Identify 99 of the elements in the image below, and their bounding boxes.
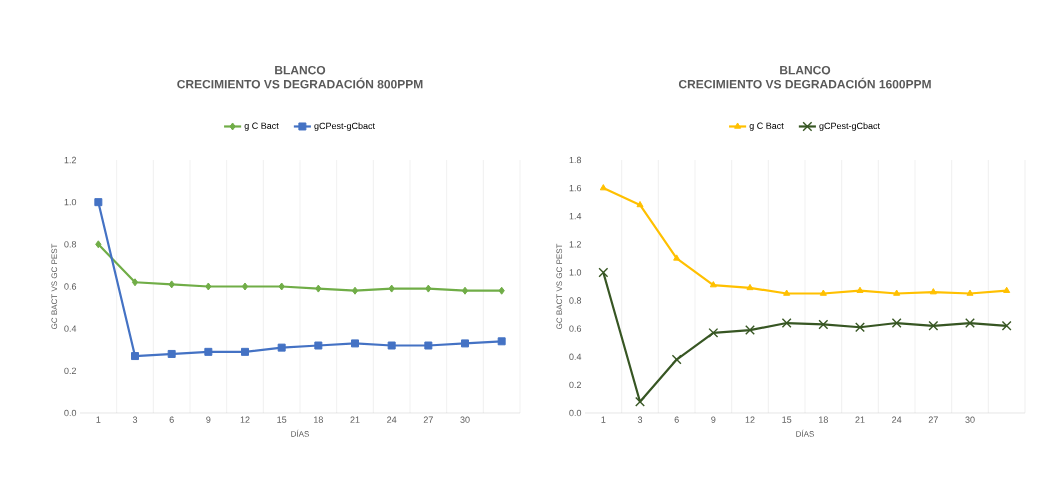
x-tick-label: 3 xyxy=(637,416,643,423)
x-tick-label: 12 xyxy=(745,416,755,423)
point xyxy=(745,325,755,335)
legend-label: g C Bact xyxy=(749,122,784,131)
x-tick-label: 9 xyxy=(206,416,211,423)
point xyxy=(351,286,359,295)
legend-label: gCPest-gCbact xyxy=(819,122,880,131)
point xyxy=(709,281,717,288)
point xyxy=(95,240,102,249)
x-tick-label: 6 xyxy=(169,416,174,423)
x-tick-label: 27 xyxy=(423,416,433,423)
point xyxy=(599,184,607,191)
legend-label: gCPest-gCbact xyxy=(314,122,375,131)
point xyxy=(673,254,681,261)
y-tick-label: 1.4 xyxy=(569,213,582,220)
point xyxy=(424,341,433,350)
point xyxy=(278,282,285,291)
point xyxy=(94,198,103,207)
x-tick-label: 24 xyxy=(892,416,902,423)
x-tick-label: 12 xyxy=(240,416,250,423)
point xyxy=(671,354,682,365)
chart-title: BLANCO xyxy=(780,65,831,75)
y-tick-label: 1.2 xyxy=(569,241,582,248)
x-tick-label: 1 xyxy=(96,416,101,423)
legend-label: g C Bact xyxy=(244,122,279,131)
point xyxy=(598,267,609,278)
point xyxy=(315,284,322,293)
y-axis-title: GC BACT VS GC PEST xyxy=(556,243,563,329)
y-tick-label: 1.8 xyxy=(569,156,582,164)
x-tick-label: 21 xyxy=(350,416,360,423)
x-tick-label: 3 xyxy=(132,416,138,423)
y-tick-label: 1.0 xyxy=(569,269,582,276)
point xyxy=(351,339,360,348)
y-tick-label: 1.2 xyxy=(64,156,77,164)
y-tick-label: 1.6 xyxy=(569,184,582,192)
point xyxy=(168,280,175,289)
x-tick-label: 9 xyxy=(711,416,716,423)
point xyxy=(425,284,432,293)
point xyxy=(388,284,395,293)
point xyxy=(314,341,323,350)
point xyxy=(167,349,176,358)
point xyxy=(1001,320,1012,331)
point xyxy=(929,288,937,295)
point xyxy=(461,286,469,295)
point xyxy=(708,327,719,338)
point xyxy=(241,282,249,291)
chart-title: BLANCO xyxy=(275,65,326,75)
x-tick-label: 18 xyxy=(819,416,828,423)
x-axis-title: DÍAS xyxy=(291,429,309,437)
y-tick-label: 0.2 xyxy=(569,381,582,389)
y-tick-label: 0.2 xyxy=(64,367,77,375)
point xyxy=(781,318,792,328)
point xyxy=(893,289,901,296)
y-tick-label: 0.8 xyxy=(569,297,582,304)
point xyxy=(855,322,865,333)
point xyxy=(131,278,139,287)
chart-subtitle: CRECIMIENTO VS DEGRADACIÓN 1600PPM xyxy=(678,77,931,89)
x-tick-label: 1 xyxy=(601,416,606,423)
point xyxy=(746,283,754,291)
y-tick-label: 0.8 xyxy=(64,241,77,248)
point xyxy=(928,320,939,331)
point xyxy=(131,352,140,361)
chart-subtitle: CRECIMIENTO VS DEGRADACIÓN 800PPM xyxy=(177,77,423,89)
x-tick-label: 18 xyxy=(314,416,323,423)
y-tick-label: 0.0 xyxy=(64,409,77,417)
point xyxy=(818,319,829,330)
y-tick-label: 0.6 xyxy=(64,283,77,290)
x-tick-label: 15 xyxy=(277,416,287,423)
x-tick-label: 27 xyxy=(928,416,938,423)
x-tick-label: 30 xyxy=(965,416,975,423)
x-tick-label: 30 xyxy=(460,416,470,423)
point xyxy=(856,286,864,293)
x-tick-label: 21 xyxy=(855,416,865,423)
y-tick-label: 0.0 xyxy=(569,409,582,417)
y-tick-label: 0.4 xyxy=(64,325,77,332)
y-tick-label: 0.4 xyxy=(569,353,582,360)
point xyxy=(205,282,212,291)
x-axis-title: DÍAS xyxy=(796,429,814,437)
point xyxy=(1003,286,1011,293)
point xyxy=(783,289,791,296)
x-tick-label: 6 xyxy=(674,416,679,423)
point xyxy=(891,318,902,328)
point xyxy=(387,341,396,350)
point xyxy=(461,339,469,348)
point xyxy=(819,289,827,296)
x-tick-label: 24 xyxy=(387,416,397,423)
point xyxy=(204,347,213,356)
point xyxy=(277,343,286,352)
point xyxy=(965,318,975,328)
point xyxy=(636,200,644,208)
y-tick-label: 1.0 xyxy=(64,198,77,206)
point xyxy=(498,286,505,295)
point xyxy=(635,396,645,407)
x-tick-label: 15 xyxy=(782,416,792,423)
point xyxy=(966,289,974,296)
point xyxy=(497,337,506,346)
point xyxy=(241,347,250,356)
y-tick-label: 0.6 xyxy=(569,325,582,332)
y-axis-title: GC BACT VS GC PEST xyxy=(51,243,58,329)
